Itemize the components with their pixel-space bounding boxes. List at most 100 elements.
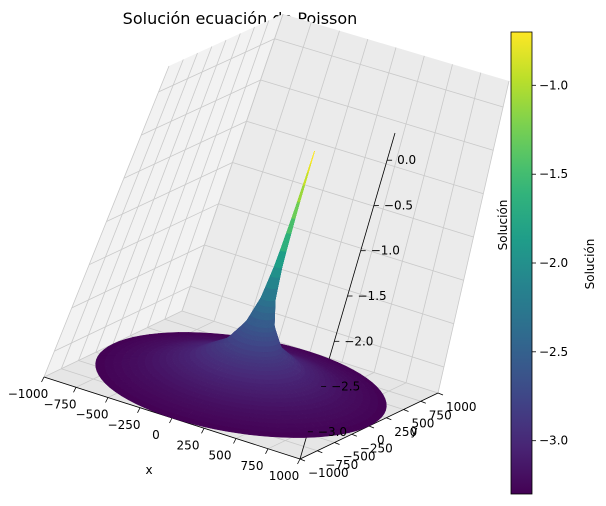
pane-left-wall [44,14,283,377]
surface-facet [255,370,261,376]
x-tick-mark [105,397,109,403]
x-tick-mark [233,438,237,444]
surface-facet [307,163,312,173]
surface-facet [262,371,268,376]
x-tick-mark [169,417,173,424]
grid-line [274,38,504,108]
y-tick-label: 750 [429,408,452,422]
surface-facet [262,363,267,368]
grid-line [218,203,464,281]
y-tick-label: 0 [377,433,385,447]
surface-facet [104,359,115,364]
y-axis-label: y [410,424,417,438]
z-axis-ticks: −3.0 −2.5 −2.0 −1.5 −1.0 −0.5 0.0 [307,153,416,439]
y-tick-mark [437,392,444,396]
x-tick-label: 500 [209,449,232,463]
surface-facet [259,351,263,358]
colorbar-tick-label: −3.0 [539,434,568,448]
z-axis-label: Solución [496,200,510,251]
x-tick-mark [201,428,205,434]
z-tick-label: 0.0 [397,153,416,167]
surface-facet [256,359,260,364]
y-tick-mark [351,433,357,437]
y-tick-label: 1000 [446,400,477,414]
surface-facet [259,383,266,388]
z-tick-label: −1.5 [358,289,387,303]
y-tick-label: −750 [325,458,358,472]
surface-facet [253,362,257,368]
surface-facet [253,359,258,364]
colorbar: −3.0 −2.5 −2.0 −1.5 −1.0 Solución [510,31,597,495]
surface-facet [248,429,261,437]
z-tick-label: −1.0 [371,244,400,258]
x-tick-label: 0 [152,428,160,442]
surface-facet [130,356,140,360]
y-tick-mark [386,417,392,421]
grid-line [106,162,233,222]
y-tick-mark [317,450,323,454]
surface-facet [262,397,271,403]
y-tick-label: −1000 [308,466,349,480]
colorbar-gradient [510,31,533,495]
surface-facet [267,394,275,399]
y-tick-label: −500 [343,450,376,464]
colorbar-tick-label: −2.5 [539,345,568,359]
surface-facet [256,356,260,361]
surface-facet [261,336,264,343]
surface-facet [260,387,267,392]
surface-facet [261,346,265,353]
surface-facet [259,430,273,437]
x-axis-label: x [145,463,152,477]
x-tick-mark [265,448,269,454]
y-tick-mark [368,425,375,429]
colorbar-label: Solución [583,239,597,290]
surface-facet [255,378,261,385]
x-tick-label: 250 [177,438,200,452]
y-tick-label: 250 [394,425,417,439]
grid-line [246,120,484,195]
grid-line [54,285,191,352]
x-tick-mark [137,407,141,413]
surface-facet [262,367,267,372]
grid-line [190,285,445,368]
x-tick-label: −250 [108,418,141,432]
z-tick-label: −2.0 [344,334,373,348]
grid-line [158,38,275,93]
surface-facet [95,355,108,360]
surface-facet [261,360,266,365]
grid-line [71,244,205,309]
y-tick-mark [420,400,426,404]
grid-line [88,203,219,266]
grid-line [260,79,494,151]
x-axis-ticks: −1000−750−500−250 0 250 500 750 1000 [8,376,301,483]
y-tick-mark [299,458,306,462]
y-tick-mark [334,442,340,445]
surface-facet [280,432,294,438]
surface-facet [251,374,257,380]
colorbar-tick-label: −1.5 [539,167,568,181]
surface-facet [250,378,257,384]
surface-plot [95,151,387,438]
surface-facet [263,379,270,385]
colorbar-tick-label: −2.0 [539,256,568,270]
x-tick-label: −1000 [8,387,49,401]
grid-line [204,244,454,325]
x-tick-label: 1000 [269,469,300,483]
surface-facet [262,341,265,348]
y-tick-mark [403,409,409,412]
colorbar-tick-label: −1.0 [539,78,568,92]
z-tick-label: −0.5 [384,198,413,212]
surface-facet [252,370,257,376]
x-tick-mark [297,458,301,465]
chart-title: Solución ecuación de Poisson [123,9,358,28]
surface-facet [263,332,266,338]
y-tick-label: 500 [412,417,435,431]
surface-facet [254,356,258,361]
x-tick-mark [41,376,45,383]
surface-facet [255,374,261,380]
grid-line [141,79,261,136]
surface-facet [263,375,269,381]
